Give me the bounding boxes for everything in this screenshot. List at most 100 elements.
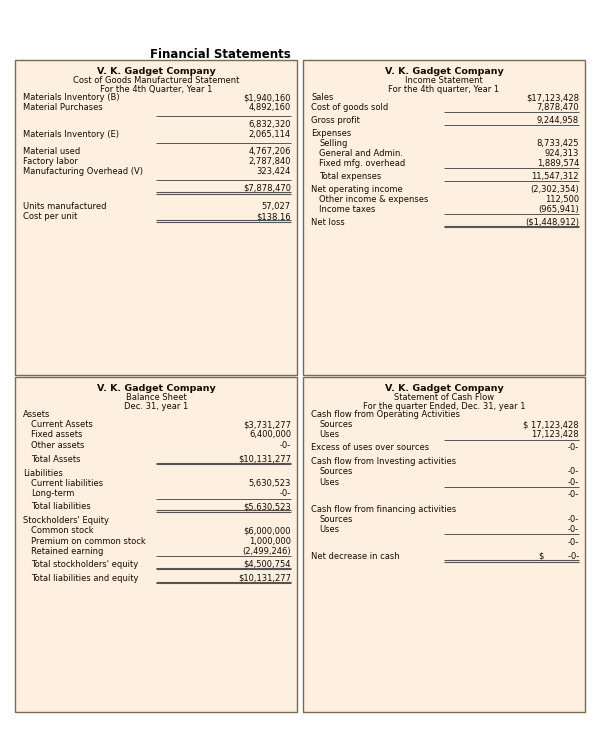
Text: 11,547,312: 11,547,312 <box>532 172 579 181</box>
Text: Material Purchases: Material Purchases <box>23 103 103 112</box>
Text: 17,123,428: 17,123,428 <box>532 431 579 439</box>
Text: Net operating income: Net operating income <box>311 185 403 193</box>
Text: 9,244,958: 9,244,958 <box>537 116 579 125</box>
Text: ($1,448,912): ($1,448,912) <box>525 218 579 227</box>
Text: 4,767,206: 4,767,206 <box>248 147 291 155</box>
Text: $3,731,277: $3,731,277 <box>243 420 291 429</box>
Text: Materials Inventory (B): Materials Inventory (B) <box>23 93 119 102</box>
Text: $ 17,123,428: $ 17,123,428 <box>523 420 579 429</box>
Text: Assets: Assets <box>23 410 50 419</box>
Text: Fixed assets: Fixed assets <box>31 431 82 439</box>
Text: V. K. Gadget Company: V. K. Gadget Company <box>97 67 215 76</box>
Text: General and Admin.: General and Admin. <box>319 149 403 158</box>
Text: Units manufactured: Units manufactured <box>23 202 107 211</box>
Text: 323,424: 323,424 <box>257 167 291 176</box>
Text: Sources: Sources <box>319 515 352 524</box>
Text: Cost per unit: Cost per unit <box>23 212 77 221</box>
Bar <box>15 377 297 712</box>
Bar <box>303 377 585 712</box>
Text: 1,889,574: 1,889,574 <box>536 159 579 168</box>
Text: Material used: Material used <box>23 147 80 155</box>
Text: -0-: -0- <box>568 477 579 487</box>
Text: 924,313: 924,313 <box>545 149 579 158</box>
Text: Sources: Sources <box>319 467 352 477</box>
Text: (965,941): (965,941) <box>538 205 579 214</box>
Text: Total stockholders' equity: Total stockholders' equity <box>31 560 138 569</box>
Text: Net decrease in cash: Net decrease in cash <box>311 552 400 561</box>
Text: $1,940,160: $1,940,160 <box>244 93 291 102</box>
Text: $17,123,428: $17,123,428 <box>526 93 579 102</box>
Text: Expenses: Expenses <box>311 128 351 137</box>
Text: Uses: Uses <box>319 431 339 439</box>
Text: Retained earning: Retained earning <box>31 547 103 556</box>
Text: Liabilities: Liabilities <box>23 469 63 478</box>
Text: V. K. Gadget Company: V. K. Gadget Company <box>385 67 503 76</box>
Text: 8,733,425: 8,733,425 <box>536 139 579 147</box>
Text: Fixed mfg. overhead: Fixed mfg. overhead <box>319 159 405 168</box>
Text: $138.16: $138.16 <box>256 212 291 221</box>
Text: Manufacturing Overhead (V): Manufacturing Overhead (V) <box>23 167 143 176</box>
Bar <box>303 60 585 375</box>
Text: Uses: Uses <box>319 525 339 534</box>
Text: $4,500,754: $4,500,754 <box>244 560 291 569</box>
Text: Cash flow from Investing activities: Cash flow from Investing activities <box>311 457 456 466</box>
Text: Other assets: Other assets <box>31 441 85 450</box>
Text: $5,630,523: $5,630,523 <box>243 502 291 511</box>
Text: 6,400,000: 6,400,000 <box>249 431 291 439</box>
Text: Net loss: Net loss <box>311 218 345 227</box>
Text: Uses: Uses <box>319 477 339 487</box>
Text: -0-: -0- <box>568 515 579 524</box>
Text: (2,499,246): (2,499,246) <box>242 547 291 556</box>
Text: (2,302,354): (2,302,354) <box>530 185 579 193</box>
Text: V. K. Gadget Company: V. K. Gadget Company <box>97 384 215 393</box>
Text: Cost of Goods Manufactured Statement: Cost of Goods Manufactured Statement <box>73 76 239 85</box>
Text: $10,131,277: $10,131,277 <box>238 574 291 583</box>
Text: Income Statement: Income Statement <box>405 76 483 85</box>
Text: -0-: -0- <box>568 467 579 477</box>
Text: $10,131,277: $10,131,277 <box>238 455 291 464</box>
Text: 2,787,840: 2,787,840 <box>248 157 291 166</box>
Text: -0-: -0- <box>568 525 579 534</box>
Text: Other income & expenses: Other income & expenses <box>319 195 428 204</box>
Text: 2,065,114: 2,065,114 <box>249 130 291 139</box>
Text: Cash flow from Operating Activities: Cash flow from Operating Activities <box>311 410 460 419</box>
Text: -0-: -0- <box>280 489 291 499</box>
Text: Excess of uses over sources: Excess of uses over sources <box>311 443 429 452</box>
Text: 6,832,320: 6,832,320 <box>248 120 291 129</box>
Text: -0-: -0- <box>280 441 291 450</box>
Text: Dec. 31, year 1: Dec. 31, year 1 <box>124 402 188 411</box>
Text: Current Assets: Current Assets <box>31 420 93 429</box>
Text: Long-term: Long-term <box>31 489 74 499</box>
Text: Total liabilities and equity: Total liabilities and equity <box>31 574 139 583</box>
Text: -0-: -0- <box>568 443 579 452</box>
Text: $7,878,470: $7,878,470 <box>243 184 291 193</box>
Text: For the quarter Ended, Dec. 31, year 1: For the quarter Ended, Dec. 31, year 1 <box>363 402 525 411</box>
Text: 7,878,470: 7,878,470 <box>536 103 579 112</box>
Text: Cash flow from financing activities: Cash flow from financing activities <box>311 504 456 514</box>
Text: Total liabilities: Total liabilities <box>31 502 91 511</box>
Text: 5,630,523: 5,630,523 <box>248 479 291 488</box>
Text: For the 4th quarter, Year 1: For the 4th quarter, Year 1 <box>388 85 500 94</box>
Text: Gross profit: Gross profit <box>311 116 360 125</box>
Text: Total Assets: Total Assets <box>31 455 80 464</box>
Text: Sources: Sources <box>319 420 352 429</box>
Text: Selling: Selling <box>319 139 347 147</box>
Text: Current liabilities: Current liabilities <box>31 479 103 488</box>
Text: Total expenses: Total expenses <box>319 172 381 181</box>
Text: -0-: -0- <box>568 491 579 499</box>
Text: Factory labor: Factory labor <box>23 157 78 166</box>
Text: 1,000,000: 1,000,000 <box>249 537 291 546</box>
Text: V. K. Gadget Company: V. K. Gadget Company <box>385 384 503 393</box>
Text: $         -0-: $ -0- <box>539 552 579 561</box>
Text: Financial Statements: Financial Statements <box>149 48 290 61</box>
Text: Common stock: Common stock <box>31 526 94 536</box>
Text: 57,027: 57,027 <box>262 202 291 211</box>
Text: Premium on common stock: Premium on common stock <box>31 537 146 546</box>
Text: For the 4th Quarter, Year 1: For the 4th Quarter, Year 1 <box>100 85 212 94</box>
Text: Income taxes: Income taxes <box>319 205 376 214</box>
Text: 112,500: 112,500 <box>545 195 579 204</box>
Text: Balance Sheet: Balance Sheet <box>125 393 187 402</box>
Text: Materials Inventory (E): Materials Inventory (E) <box>23 130 119 139</box>
Text: -0-: -0- <box>568 538 579 547</box>
Text: Statement of Cash Flow: Statement of Cash Flow <box>394 393 494 402</box>
